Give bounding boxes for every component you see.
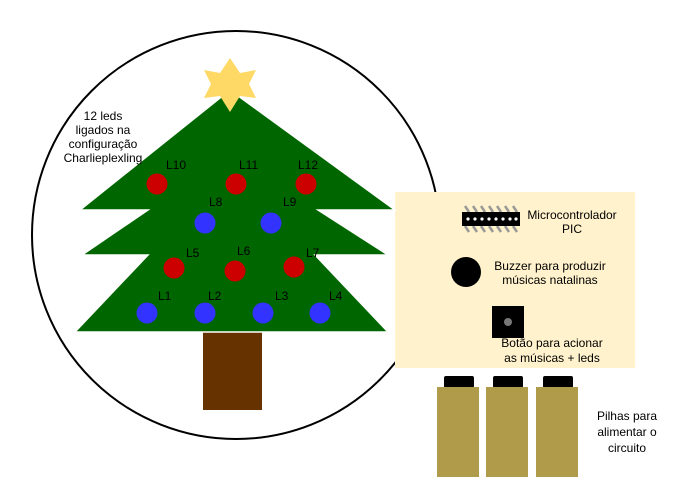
microcontroller-label-1: Microcontrolador — [527, 208, 616, 222]
tree-note-line-3: configuração — [69, 137, 138, 151]
tree-trunk — [203, 332, 262, 410]
led-label-l8: L8 — [209, 195, 223, 209]
led-l1 — [136, 302, 158, 324]
led-label-l10: L10 — [166, 158, 186, 172]
led-l7 — [283, 256, 305, 278]
led-l6 — [224, 260, 246, 282]
buzzer-label-1: Buzzer para produzir — [494, 259, 605, 273]
tree-note-line-1: 12 leds — [84, 109, 123, 123]
led-label-l12: L12 — [298, 158, 318, 172]
led-l12 — [295, 173, 317, 195]
buzzer-icon — [451, 257, 481, 287]
led-l3 — [252, 302, 274, 324]
buzzer-label-2: músicas natalinas — [502, 273, 597, 287]
tree-note: 12 leds ligados na configuração Charliep… — [64, 109, 143, 165]
led-l2 — [194, 302, 216, 324]
batteries-label-2: alimentar o — [597, 425, 657, 439]
batteries — [437, 376, 578, 477]
led-label-l9: L9 — [283, 195, 297, 209]
tree-note-line-2: ligados na — [76, 123, 131, 137]
push-button-icon — [492, 306, 524, 338]
star-icon — [204, 58, 256, 112]
led-labels: L1 L2 L3 L4 L5 L6 L7 L8 L9 L10 L11 L12 — [158, 158, 343, 303]
batteries-label-3: circuito — [608, 441, 646, 455]
led-l5 — [163, 257, 185, 279]
led-label-l11: L11 — [239, 158, 258, 172]
led-label-l7: L7 — [306, 246, 320, 260]
battery-icon — [437, 376, 479, 477]
led-l8 — [194, 212, 216, 234]
led-label-l5: L5 — [186, 246, 200, 260]
battery-icon — [486, 376, 528, 477]
microcontroller-label-2: PIC — [562, 222, 582, 236]
led-label-l2: L2 — [208, 289, 222, 303]
led-l11 — [225, 173, 247, 195]
led-l9 — [260, 212, 282, 234]
microcontroller-chip-icon — [462, 205, 520, 233]
led-label-l1: L1 — [158, 289, 172, 303]
tree-canopy — [73, 89, 398, 333]
led-l4 — [309, 302, 331, 324]
led-label-l4: L4 — [329, 289, 343, 303]
button-label-2: as músicas + leds — [504, 351, 600, 365]
battery-icon — [536, 376, 578, 477]
batteries-label-1: Pilhas para — [597, 409, 657, 423]
button-label-1: Botão para acionar — [501, 336, 602, 350]
tree-note-line-4: Charlieplexling — [64, 151, 143, 165]
led-label-l3: L3 — [275, 289, 289, 303]
led-l10 — [146, 173, 168, 195]
led-label-l6: L6 — [237, 244, 251, 258]
leds — [136, 173, 331, 324]
